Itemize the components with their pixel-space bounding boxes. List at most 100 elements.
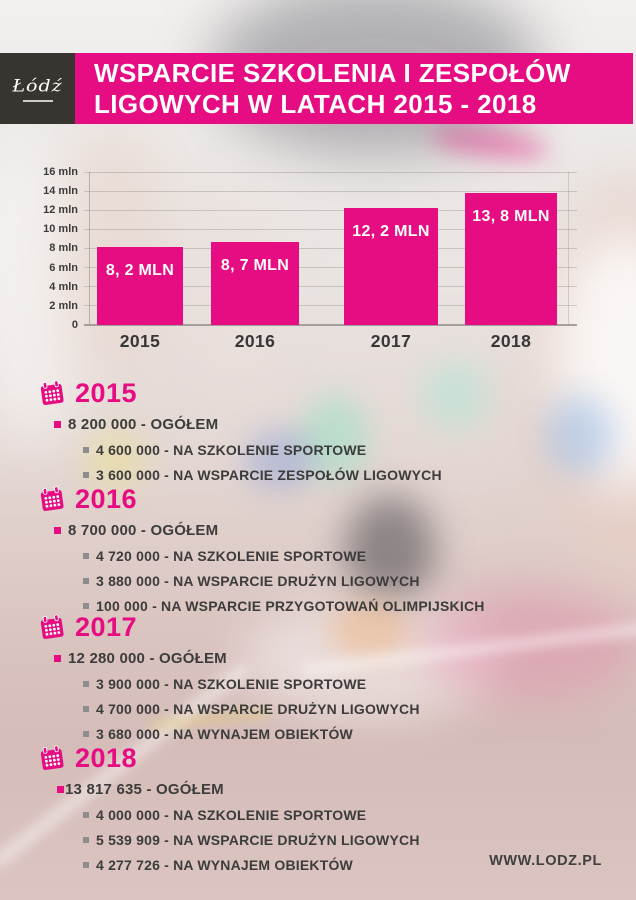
lodz-logo-text: Łódź <box>12 76 63 96</box>
x-axis-label-2017: 2017 <box>370 331 412 351</box>
detail-text: 3 880 000 - NA WSPARCIE DRUŻYN LIGOWYCH <box>96 573 420 589</box>
detail-text: 4 000 000 - NA SZKOLENIE SPORTOWE <box>96 807 367 823</box>
calendar-icon <box>40 380 64 406</box>
detail-row: 4 000 000 - NA SZKOLENIE SPORTOWE <box>83 807 620 823</box>
detail-row: 4 277 726 - NA WYNAJEM OBIEKTÓW <box>83 857 620 873</box>
section-2017-header: 2017 <box>40 612 620 642</box>
y-axis-tick: 2 mln <box>49 300 78 312</box>
section-2016: 2016 8 700 000 - OGÓŁEM 4 720 000 - NA S… <box>40 484 620 614</box>
page-title-line2: LIGOWYCH W LATACH 2015 - 2018 <box>94 88 537 119</box>
x-axis-line <box>84 324 577 326</box>
detail-row: 3 600 000 - NA WSPARCIE ZESPOŁÓW LIGOWYC… <box>83 467 620 483</box>
bullet-square-icon <box>83 553 89 559</box>
detail-text: 5 539 909 - NA WSPARCIE DRUŻYN LIGOWYCH <box>96 832 420 848</box>
detail-row: 3 900 000 - NA SZKOLENIE SPORTOWE <box>83 676 620 692</box>
detail-text: 4 700 000 - NA WSPARCIE DRUŻYN LIGOWYCH <box>96 701 420 717</box>
calendar-icon <box>40 745 64 771</box>
bullet-square-icon <box>83 812 89 818</box>
detail-row: 5 539 909 - NA WSPARCIE DRUŻYN LIGOWYCH <box>83 832 620 848</box>
gridline <box>84 191 577 192</box>
bullet-square-icon <box>57 786 64 793</box>
bar-2015: 8, 2 MLN <box>97 246 183 325</box>
total-row: 8 200 000 - OGÓŁEM <box>54 416 620 433</box>
total-text: 8 700 000 - OGÓŁEM <box>68 522 219 539</box>
gridline <box>84 305 577 306</box>
section-2015-header: 2015 <box>40 378 620 408</box>
section-year: 2015 <box>75 377 138 408</box>
bullet-square-icon <box>83 603 89 609</box>
total-row: 8 700 000 - OGÓŁEM <box>54 522 620 539</box>
bar-2017: 12, 2 MLN <box>344 208 438 325</box>
bullet-square-icon <box>83 837 89 843</box>
chart-right-border <box>568 172 569 325</box>
section-2016-header: 2016 <box>40 484 620 514</box>
bar-value-label: 13, 8 MLN <box>472 208 550 225</box>
detail-row: 3 880 000 - NA WSPARCIE DRUŻYN LIGOWYCH <box>83 573 620 589</box>
section-2015: 2015 8 200 000 - OGÓŁEM 4 600 000 - NA S… <box>40 378 620 483</box>
detail-text: 4 277 726 - NA WYNAJEM OBIEKTÓW <box>96 857 353 873</box>
x-axis-label-2016: 2016 <box>234 331 276 351</box>
header: Łódź WSPARCIE SZKOLENIA I ZESPOŁÓW LIGOW… <box>0 53 633 124</box>
bullet-square-icon <box>83 706 89 712</box>
y-axis-tick: 8 mln <box>49 242 78 254</box>
detail-row: 3 680 000 - NA WYNAJEM OBIEKTÓW <box>83 726 620 742</box>
detail-text: 100 000 - NA WSPARCIE PRZYGOTOWAŃ OLIMPI… <box>96 598 485 614</box>
detail-row: 4 720 000 - NA SZKOLENIE SPORTOWE <box>83 548 620 564</box>
y-axis-tick: 4 mln <box>49 281 78 293</box>
lodz-logo: Łódź <box>0 53 75 124</box>
bar-2016: 8, 7 MLN <box>211 241 299 325</box>
bullet-square-icon <box>83 731 89 737</box>
gridline <box>84 210 577 211</box>
bar-value-label: 8, 2 MLN <box>105 261 175 279</box>
detail-text: 4 600 000 - NA SZKOLENIE SPORTOWE <box>96 442 367 458</box>
section-year: 2016 <box>75 483 138 514</box>
section-2018-header: 2018 <box>40 743 620 773</box>
bar-value-label: 12, 2 MLN <box>352 223 430 241</box>
y-axis-tick: 10 mln <box>43 223 78 235</box>
y-axis-tick: 14 mln <box>43 185 78 197</box>
bullet-square-icon <box>54 655 61 662</box>
x-axis-label-2015: 2015 <box>119 331 161 351</box>
title-banner: WSPARCIE SZKOLENIA I ZESPOŁÓW LIGOWYCH W… <box>75 53 633 124</box>
bullet-square-icon <box>54 527 61 534</box>
bullet-square-icon <box>54 421 61 428</box>
section-2018: 2018 13 817 635 - OGÓŁEM 4 000 000 - NA … <box>40 743 620 873</box>
website-url: WWW.LODZ.PL <box>489 853 602 869</box>
page-title-line1: WSPARCIE SZKOLENIA I ZESPOŁÓW <box>94 57 571 88</box>
bullet-square-icon <box>83 862 89 868</box>
detail-row: 4 600 000 - NA SZKOLENIE SPORTOWE <box>83 442 620 458</box>
bullet-square-icon <box>83 472 89 478</box>
bar-2018: 13, 8 MLN <box>465 193 557 325</box>
detail-text: 3 900 000 - NA SZKOLENIE SPORTOWE <box>96 676 367 692</box>
x-axis-label-2018: 2018 <box>490 331 532 351</box>
y-axis-tick: 0 <box>71 319 78 331</box>
bar-value-label: 8, 7 MLN <box>220 256 290 274</box>
total-text: 8 200 000 - OGÓŁEM <box>68 416 219 433</box>
detail-text: 4 720 000 - NA SZKOLENIE SPORTOWE <box>96 548 367 564</box>
y-axis-line <box>89 172 90 325</box>
total-text: 12 280 000 - OGÓŁEM <box>68 650 227 667</box>
total-text: 13 817 635 - OGÓŁEM <box>65 781 224 798</box>
calendar-icon <box>40 486 64 512</box>
y-axis-tick: 16 mln <box>43 166 78 178</box>
detail-text: 3 680 000 - NA WYNAJEM OBIEKTÓW <box>96 726 353 742</box>
bullet-square-icon <box>83 447 89 453</box>
lodz-logo-underline <box>22 100 53 102</box>
y-axis-tick: 6 mln <box>49 262 78 274</box>
y-axis-tick: 12 mln <box>43 204 78 216</box>
gridline <box>84 172 577 173</box>
detail-text: 3 600 000 - NA WSPARCIE ZESPOŁÓW LIGOWYC… <box>96 467 442 483</box>
detail-row: 100 000 - NA WSPARCIE PRZYGOTOWAŃ OLIMPI… <box>83 598 620 614</box>
gridline <box>84 248 577 249</box>
section-2017: 2017 12 280 000 - OGÓŁEM 3 900 000 - NA … <box>40 612 620 742</box>
gridline <box>84 267 577 268</box>
total-row: 12 280 000 - OGÓŁEM <box>54 650 620 667</box>
bullet-square-icon <box>83 681 89 687</box>
gridline <box>84 286 577 287</box>
section-year: 2018 <box>75 742 138 773</box>
section-year: 2017 <box>75 611 138 642</box>
total-row: 13 817 635 - OGÓŁEM <box>57 781 620 798</box>
detail-row: 4 700 000 - NA WSPARCIE DRUŻYN LIGOWYCH <box>83 701 620 717</box>
gridline <box>84 229 577 230</box>
